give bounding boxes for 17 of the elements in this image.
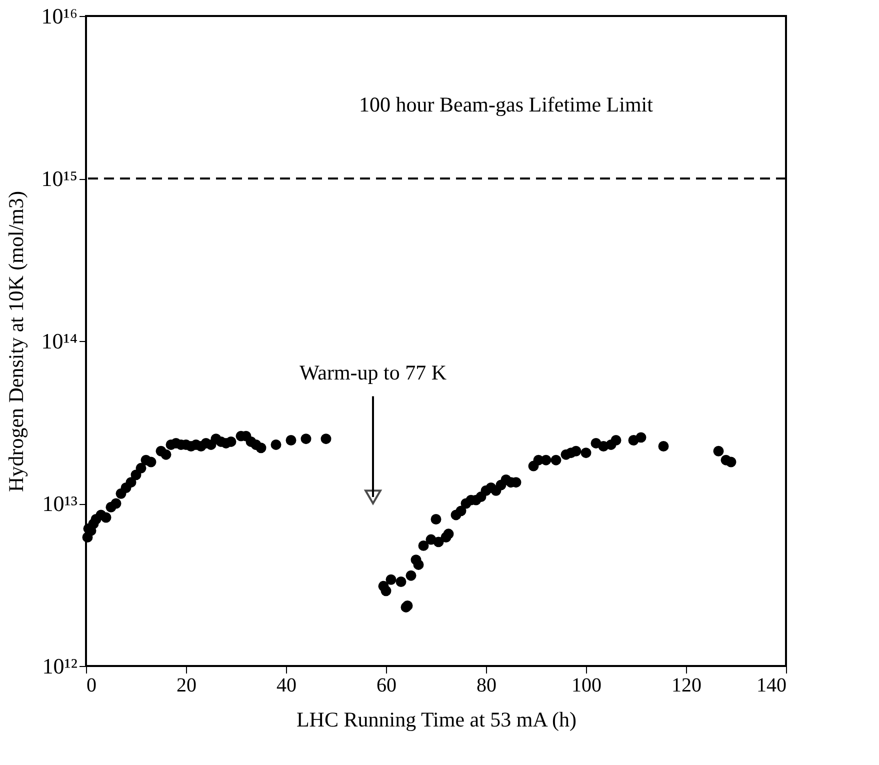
- x-tick-label: 0: [86, 674, 96, 696]
- x-axis-title: LHC Running Time at 53 mA (h): [296, 708, 577, 732]
- x-tick-label: 60: [376, 674, 396, 696]
- x-tick-label: 80: [476, 674, 496, 696]
- y-tick-label: 10¹³: [42, 491, 78, 516]
- x-tick-label: 40: [276, 674, 296, 696]
- y-tick-label: 10¹⁴: [41, 328, 78, 354]
- x-tick-label: 100: [572, 674, 602, 696]
- x-tick-label: 20: [176, 674, 196, 696]
- y-tick-label: 10¹⁶: [41, 4, 78, 28]
- y-tick-label: 10¹⁵: [41, 166, 78, 191]
- y-tick-label: 10¹²: [42, 654, 78, 678]
- x-tick-label: 120: [672, 674, 702, 696]
- y-axis-title: Hydrogen Density at 10K (mol/m3): [4, 191, 28, 492]
- ref-line-label: 100 hour Beam-gas Lifetime Limit: [359, 92, 654, 116]
- annotation: Warm-up to 77 K: [299, 360, 447, 384]
- x-tick-label: 140: [756, 674, 786, 696]
